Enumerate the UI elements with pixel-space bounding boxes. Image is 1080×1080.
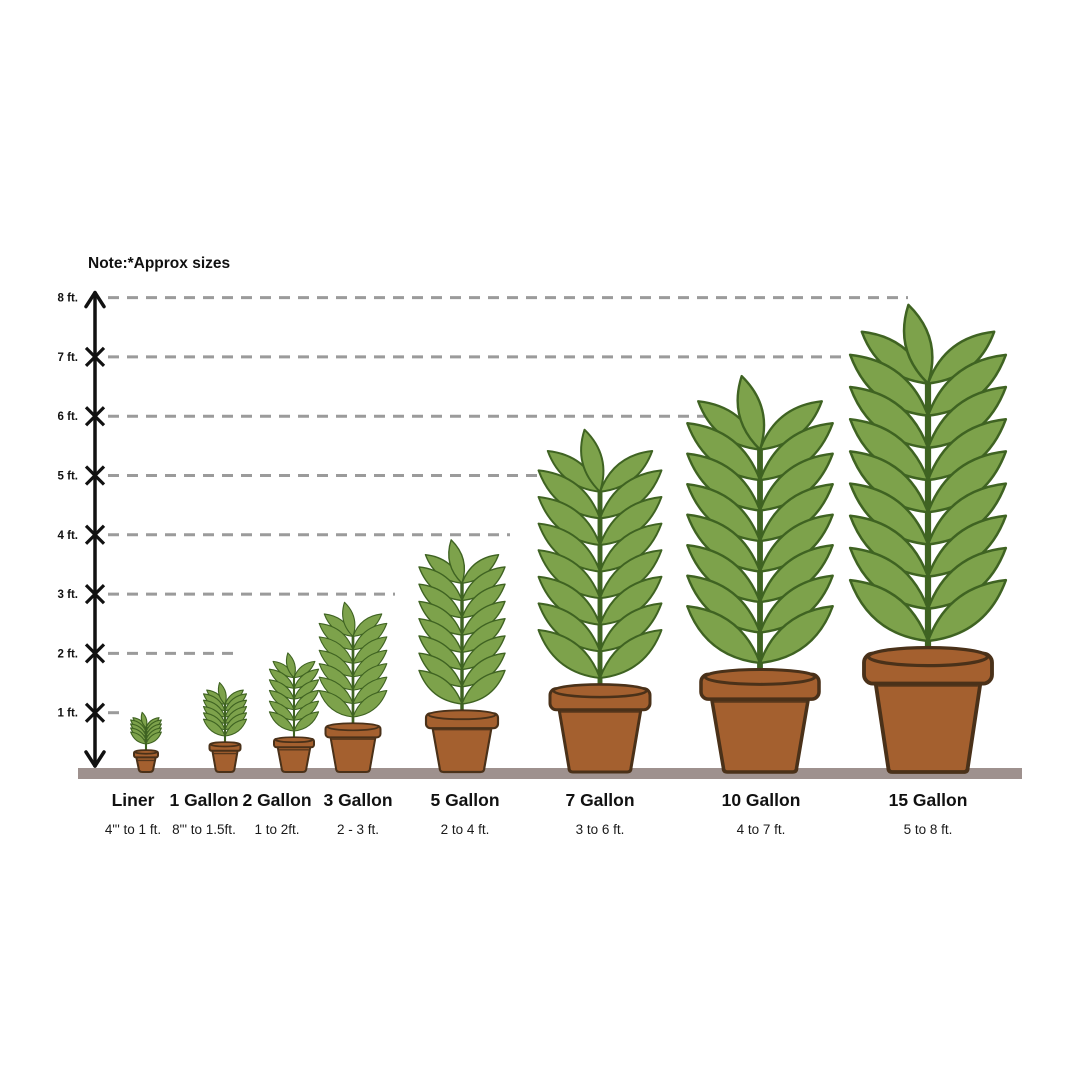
- top-leaf: [902, 303, 934, 385]
- axis-tick-x: [84, 702, 106, 723]
- tick-label-1ft: 1 ft.: [58, 708, 78, 720]
- pot-body: [276, 743, 312, 773]
- tick-label-6ft: 6 ft.: [58, 411, 78, 423]
- pot-body: [328, 732, 378, 773]
- size-range-label: 8"' to 1.5ft.: [172, 822, 236, 837]
- dashed-gridlines: [108, 296, 908, 715]
- top-leaf: [285, 652, 296, 679]
- pot-opening: [209, 741, 241, 748]
- leaf: [599, 628, 663, 679]
- top-leaf: [342, 601, 356, 637]
- axis-tick-x: [84, 465, 106, 486]
- axis-arrowhead: [93, 290, 106, 309]
- leaf: [293, 711, 320, 732]
- approx-sizes-note: Note:*Approx sizes: [88, 255, 230, 272]
- pot-opening: [326, 722, 380, 732]
- tick-label-7ft: 7 ft.: [58, 352, 78, 364]
- plant-10-gallon: [686, 374, 834, 774]
- axis-arrowhead: [84, 750, 97, 768]
- size-range-label: 4 to 7 ft.: [737, 822, 786, 837]
- plant-2-gallon: [268, 652, 320, 773]
- top-leaf: [448, 539, 466, 584]
- pot-opening: [552, 683, 648, 699]
- plant-illustrations: [130, 303, 1008, 774]
- plant-15-gallon: [848, 303, 1008, 774]
- top-leaf: [140, 711, 148, 729]
- plant-5-gallon: [418, 539, 506, 774]
- tick-label-3ft: 3 ft.: [58, 589, 78, 601]
- axis-tick-x: [84, 643, 106, 664]
- leaf: [926, 578, 1008, 643]
- plant-1-gallon: [202, 682, 248, 773]
- category-label: 3 Gallon: [323, 790, 392, 810]
- top-leaf: [217, 682, 227, 705]
- tick-label-5ft: 5 ft.: [58, 471, 78, 483]
- top-leaf: [580, 428, 605, 493]
- pot-body: [210, 747, 240, 773]
- pot-opening: [274, 736, 314, 744]
- axis-tick-x: [84, 583, 106, 605]
- category-label: 2 Gallon: [242, 790, 311, 810]
- leaf: [145, 731, 162, 745]
- leaf: [758, 605, 834, 665]
- category-label: 15 Gallon: [889, 790, 968, 810]
- category-labels: Liner 4"' to 1 ft. 1 Gallon 8"' to 1.5ft. 2 …: [105, 790, 967, 837]
- leaf: [686, 605, 762, 665]
- pot-body: [708, 689, 812, 774]
- tick-label-4ft: 4 ft.: [58, 530, 78, 542]
- height-axis: [84, 290, 106, 768]
- category-label: 1 Gallon: [169, 790, 238, 810]
- axis-arrowhead: [84, 290, 97, 309]
- pot-body: [430, 722, 494, 774]
- size-range-label: 5 to 8 ft.: [904, 822, 953, 837]
- size-range-label: 4"' to 1 ft.: [105, 822, 161, 837]
- axis-tick-x: [84, 524, 106, 545]
- leaf: [352, 690, 388, 718]
- pot-opening: [427, 709, 497, 721]
- pot-opening: [133, 749, 159, 755]
- axis-tick-x: [84, 406, 106, 427]
- size-range-label: 2 - 3 ft.: [337, 822, 379, 837]
- leaf: [224, 718, 248, 737]
- axis-arrowhead: [93, 750, 106, 768]
- size-range-label: 3 to 6 ft.: [576, 822, 625, 837]
- leaf: [537, 628, 601, 679]
- tick-label-2ft: 2 ft.: [58, 648, 78, 660]
- pot-body: [872, 672, 984, 774]
- pot-opening: [703, 667, 817, 686]
- leaf: [130, 731, 147, 745]
- category-label: Liner: [112, 790, 155, 810]
- top-leaf: [736, 374, 766, 451]
- size-range-label: 1 to 2ft.: [254, 822, 299, 837]
- pot-opening: [866, 645, 990, 668]
- leaf: [268, 711, 295, 732]
- pot-body: [134, 754, 158, 773]
- category-label: 7 Gallon: [565, 790, 634, 810]
- leaf: [848, 578, 930, 643]
- plant-liner: [130, 711, 162, 773]
- tick-label-8ft: 8 ft.: [58, 293, 78, 305]
- category-label: 5 Gallon: [430, 790, 499, 810]
- ground-bar: [78, 768, 1022, 779]
- size-range-label: 2 to 4 ft.: [441, 822, 490, 837]
- axis-tick-x: [84, 346, 106, 368]
- leaf: [418, 669, 463, 705]
- category-label: 10 Gallon: [722, 790, 801, 810]
- plant-7-gallon: [537, 428, 663, 774]
- leaf: [202, 718, 226, 737]
- leaf: [318, 690, 354, 718]
- plant-3-gallon: [318, 601, 388, 773]
- leaf: [461, 669, 506, 705]
- pot-body: [556, 701, 644, 774]
- axis-tick-labels: 1 ft. 2 ft. 3 ft. 4 ft. 5 ft. 6 ft. 7 ft. 8 ft.: [58, 293, 78, 720]
